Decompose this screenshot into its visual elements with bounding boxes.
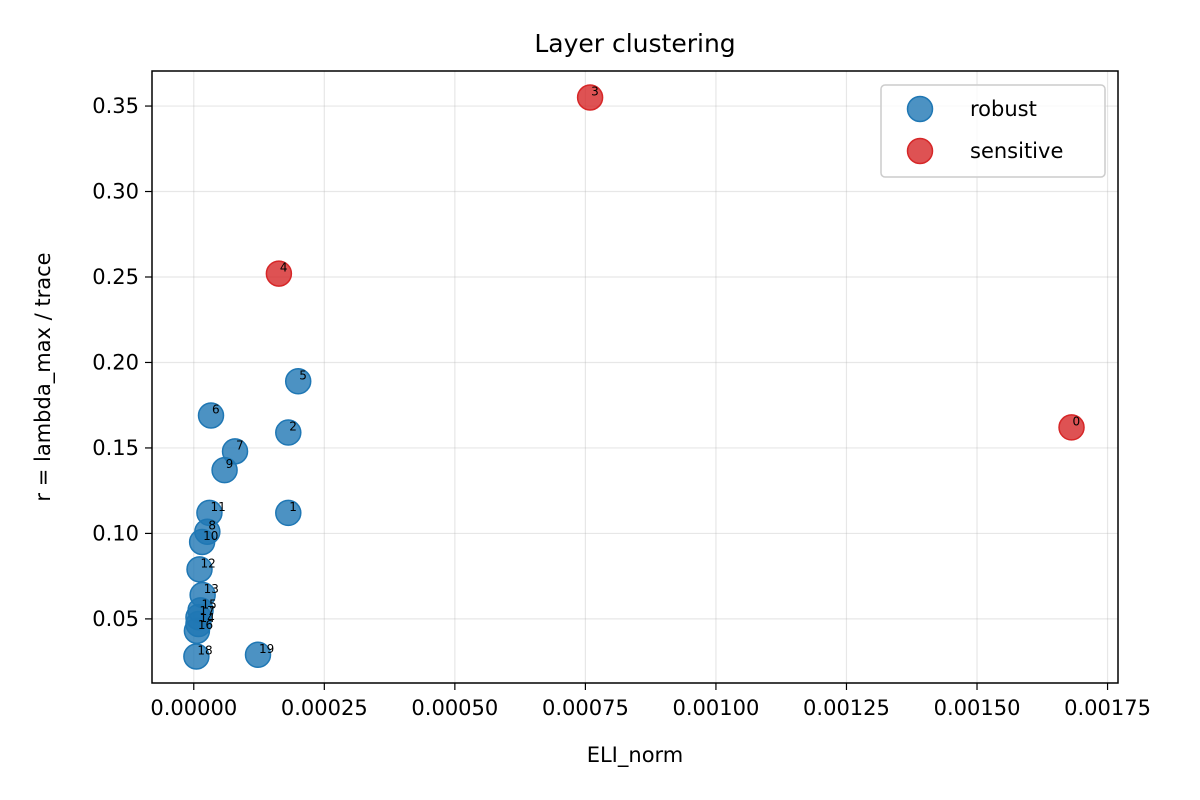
point-label: 3: [591, 84, 599, 98]
data-point-robust-layer-12: [186, 556, 213, 583]
y-axis-title: r = lambda_max / trace: [31, 252, 56, 501]
x-tick-label: 0.00075: [542, 696, 629, 720]
y-tick-label: 0.15: [92, 436, 139, 460]
point-label: 10: [203, 529, 218, 543]
point-label: 19: [259, 642, 274, 656]
point-label: 11: [210, 500, 225, 514]
point-label: 14: [199, 611, 214, 625]
point-label: 18: [197, 644, 212, 658]
data-point-robust-layer-11: [196, 499, 223, 527]
x-tick-label: 0.00000: [150, 696, 237, 720]
point-label: 2: [289, 420, 297, 434]
x-axis-title: ELI_norm: [587, 743, 684, 768]
y-tick-label: 0.35: [92, 94, 139, 118]
data-point-robust-layer-18: [183, 643, 210, 670]
x-tick-label: 0.00025: [281, 696, 368, 720]
plot-frame: [151, 70, 1119, 684]
point-label: 7: [236, 438, 244, 452]
data-point-sensitive-layer-3: [576, 84, 604, 111]
data-point-robust-layer-5: [284, 368, 312, 395]
x-tick-label: 0.00125: [803, 696, 890, 720]
y-tick-label: 0.20: [92, 350, 139, 374]
legend-label-robust: robust: [970, 97, 1037, 121]
point-label: 6: [212, 402, 220, 416]
data-point-robust-layer-10: [188, 528, 216, 556]
point-label: 0: [1073, 414, 1081, 428]
point-label: 13: [204, 582, 219, 596]
y-tick-label: 0.30: [92, 180, 139, 204]
data-point-robust-layer-2: [275, 419, 302, 446]
point-label: 17: [199, 604, 214, 618]
data-point-robust-layer-6: [197, 402, 225, 429]
legend-marker-sensitive: [906, 137, 934, 165]
point-label: 9: [226, 457, 234, 471]
x-tick-label: 0.00150: [934, 696, 1021, 720]
point-label: 16: [198, 618, 213, 632]
y-tick-label: 0.25: [92, 265, 139, 289]
point-layer: [183, 84, 1085, 670]
data-point-sensitive-layer-4: [265, 260, 293, 287]
point-label: 12: [201, 556, 216, 570]
point-label: 1: [289, 500, 297, 514]
x-tick-label: 0.00100: [673, 696, 760, 720]
x-tick-label: 0.00175: [1064, 696, 1151, 720]
legend: robust sensitive: [880, 84, 1106, 178]
chart-title: Layer clustering: [534, 29, 735, 58]
data-point-robust-layer-9: [211, 456, 238, 484]
x-tick-label: 0.00050: [411, 696, 498, 720]
grid-layer: [152, 71, 1118, 683]
legend-label-sensitive: sensitive: [970, 139, 1063, 163]
legend-marker-robust: [906, 95, 934, 123]
data-point-robust-layer-1: [275, 499, 302, 527]
tick-layer: 0.00000 0.00025 0.00050 0.00075 0.00100 0.001…: [92, 94, 1151, 720]
point-label: 4: [280, 261, 288, 275]
data-point-robust-layer-17: [185, 603, 212, 631]
data-point-robust-layer-19: [244, 641, 272, 669]
point-label: 15: [202, 597, 217, 611]
legend-box: [880, 84, 1106, 178]
point-label: 5: [299, 368, 307, 382]
y-tick-label: 0.10: [92, 521, 139, 545]
y-tick-label: 0.05: [92, 607, 139, 631]
data-point-sensitive-layer-0: [1058, 414, 1085, 441]
point-label: 8: [208, 519, 216, 533]
